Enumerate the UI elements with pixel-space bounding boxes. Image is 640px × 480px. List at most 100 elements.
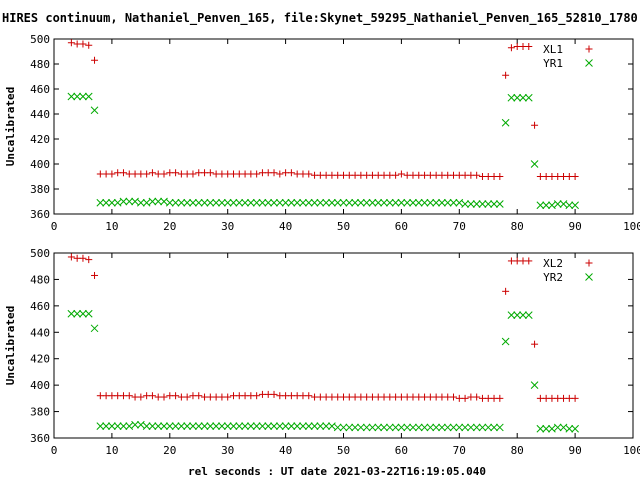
data-point [142,422,151,430]
data-point [357,423,365,432]
data-point [154,197,163,206]
data-point [345,198,354,207]
data-point [502,71,510,79]
x-tick-label: 30 [221,444,234,457]
data-point [85,41,93,49]
data-point [414,198,423,207]
data-point [339,198,348,207]
data-point [172,392,180,400]
data-point [287,422,296,430]
legend-marker [585,273,593,281]
data-point [218,422,226,430]
data-point [357,198,365,207]
data-point [548,201,556,210]
data-point [136,198,145,207]
data-point [200,198,209,207]
data-point [478,200,487,208]
y-tick-label: 440 [30,326,50,339]
y-tick-label: 440 [30,108,50,121]
data-point [119,422,128,430]
data-point [293,198,302,207]
x-tick-label: 40 [279,444,292,457]
data-point [148,392,156,400]
data-point [160,170,168,178]
y-axis-label: Uncalibrated [4,87,17,166]
y-tick-label: 380 [30,406,50,419]
data-point [571,394,579,402]
data-point [473,393,481,401]
data-point [403,198,412,207]
data-point [67,92,76,101]
data-point [304,422,313,430]
data-point [385,198,394,207]
data-point [108,198,116,207]
y-tick-label: 380 [30,183,50,196]
data-point [79,254,87,262]
data-point [524,93,533,102]
data-point [143,170,151,178]
data-point [275,198,284,207]
x-tick-label: 20 [163,444,176,457]
data-point [125,392,133,400]
legend-marker [585,59,593,67]
data-point [195,392,203,400]
data-point [299,198,307,207]
data-point [212,198,220,207]
data-point [276,170,284,178]
data-point [310,422,319,430]
data-point [385,423,394,432]
data-point [131,197,139,206]
x-tick-label: 100 [623,444,640,457]
data-point [160,197,168,206]
data-point [84,92,93,101]
data-point [148,197,157,206]
y-tick-label: 360 [30,208,50,221]
x-tick-label: 30 [221,220,234,233]
data-point [200,422,209,430]
data-point [281,198,290,207]
data-point [316,198,325,207]
x-axis-label: rel seconds : UT date 2021-03-22T16:19:0… [188,465,486,478]
data-point [247,422,255,430]
data-point [351,423,359,432]
x-tick-label: 80 [511,444,524,457]
legend-marker [585,259,593,267]
x-tick-label: 0 [51,220,58,233]
data-point [571,173,579,180]
data-point [223,198,232,207]
data-point [96,198,105,207]
data-point [119,197,128,206]
data-point [530,160,539,168]
data-point [472,423,481,432]
data-point [536,424,545,433]
bottom-panel: 0 10 20 30 40 50 60 70 80 90 100 360 380 400 420 440 460… [4,247,640,457]
data-point [443,198,452,207]
data-point [542,201,551,210]
data-point [79,40,87,48]
data-point [397,198,406,207]
data-point [484,200,493,208]
x-tick-label: 60 [395,220,408,233]
data-point [253,392,261,400]
data-point [148,169,156,177]
data-point [304,198,313,207]
data-point [374,198,383,207]
data-point [160,393,168,401]
x-tick-label: 20 [163,220,176,233]
legend-marker [585,45,593,53]
data-point [501,337,510,346]
data-point [79,309,87,318]
data-point [241,422,249,430]
data-point [264,198,273,207]
y-tick-label: 480 [30,273,50,286]
x-tick-label: 70 [453,444,466,457]
data-point [171,422,180,430]
data-point [108,422,116,430]
data-point [154,422,163,430]
data-point [85,256,93,264]
data-point [455,423,464,432]
data-point [571,424,579,433]
x-tick-label: 10 [105,220,118,233]
data-point [322,198,330,207]
data-point [299,422,307,430]
